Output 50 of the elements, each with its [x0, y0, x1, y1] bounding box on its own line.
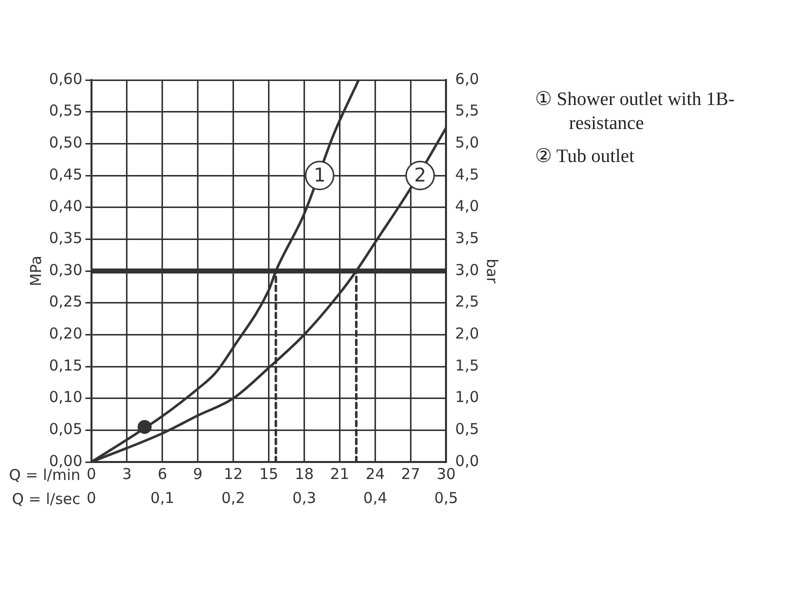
- y2-tick-label: 0,0: [455, 452, 480, 470]
- y2-tick-label: 4,0: [455, 197, 480, 216]
- x-tick-label: 9: [193, 464, 203, 483]
- x-tick-label: 0: [86, 464, 96, 483]
- x-tick-label: 21: [330, 464, 350, 483]
- y2-tick-label: 0,5: [455, 420, 480, 438]
- x2-axis-title: Q = l/sec: [12, 490, 80, 508]
- y-tick-label: 0,10: [48, 388, 82, 406]
- y2-tick-label: 2,5: [455, 292, 480, 311]
- y2-tick-label: 4,5: [455, 165, 480, 184]
- y2-tick-label: 1,0: [455, 388, 480, 406]
- x2-tick-label: 0,3: [292, 488, 316, 507]
- y-tick-label: 0,30: [48, 260, 82, 279]
- x2-tick-label: 0,5: [434, 488, 458, 507]
- text: ① Shower outlet with 1B-resistance: [535, 88, 736, 136]
- x-tick-label: 27: [401, 464, 420, 483]
- y2-tick-label: 5,0: [455, 134, 480, 152]
- x-tick-label: 15: [259, 464, 278, 483]
- x-tick-label: 12: [224, 464, 243, 483]
- y-tick-label: 0,25: [48, 292, 82, 311]
- x2-tick-label: 0,2: [221, 488, 246, 507]
- y-tick-label: 0,40: [48, 197, 82, 216]
- y-axis-title: MPa: [26, 256, 45, 286]
- y2-tick-label: 3,0: [455, 260, 480, 279]
- y2-tick-label: 2,0: [455, 324, 480, 343]
- y-tick-label: 0,35: [48, 229, 82, 248]
- text: ② Tub outlet: [535, 145, 636, 169]
- y2-tick-label: 5,5: [455, 102, 480, 120]
- annotation: 2: [414, 164, 426, 186]
- x-tick-label: 18: [294, 464, 314, 483]
- x-tick-label: 6: [158, 464, 168, 483]
- x-tick-label: 3: [122, 464, 132, 483]
- y-tick-label: 0,05: [48, 420, 82, 438]
- x-tick-label: 30: [436, 464, 456, 483]
- y-tick-label: 0,60: [48, 70, 82, 88]
- y-tick-label: 0,20: [48, 324, 82, 343]
- y2-axis-title: bar: [483, 258, 502, 284]
- x2-tick-label: 0,1: [150, 488, 174, 507]
- y2-tick-label: 6,0: [455, 70, 480, 88]
- x-tick-label: 24: [366, 464, 385, 483]
- x2-tick-label: 0,4: [363, 488, 388, 507]
- y-tick-label: 0,55: [48, 102, 82, 120]
- y-tick-label: 0,00: [48, 452, 82, 470]
- x2-tick-label: 0: [86, 488, 96, 507]
- y-tick-label: 0,15: [48, 356, 82, 374]
- y-tick-label: 0,50: [48, 134, 82, 152]
- annotation: 1: [314, 164, 326, 186]
- y-tick-label: 0,45: [48, 165, 82, 184]
- y2-tick-label: 1,5: [455, 356, 480, 374]
- y2-tick-label: 3,5: [455, 229, 480, 248]
